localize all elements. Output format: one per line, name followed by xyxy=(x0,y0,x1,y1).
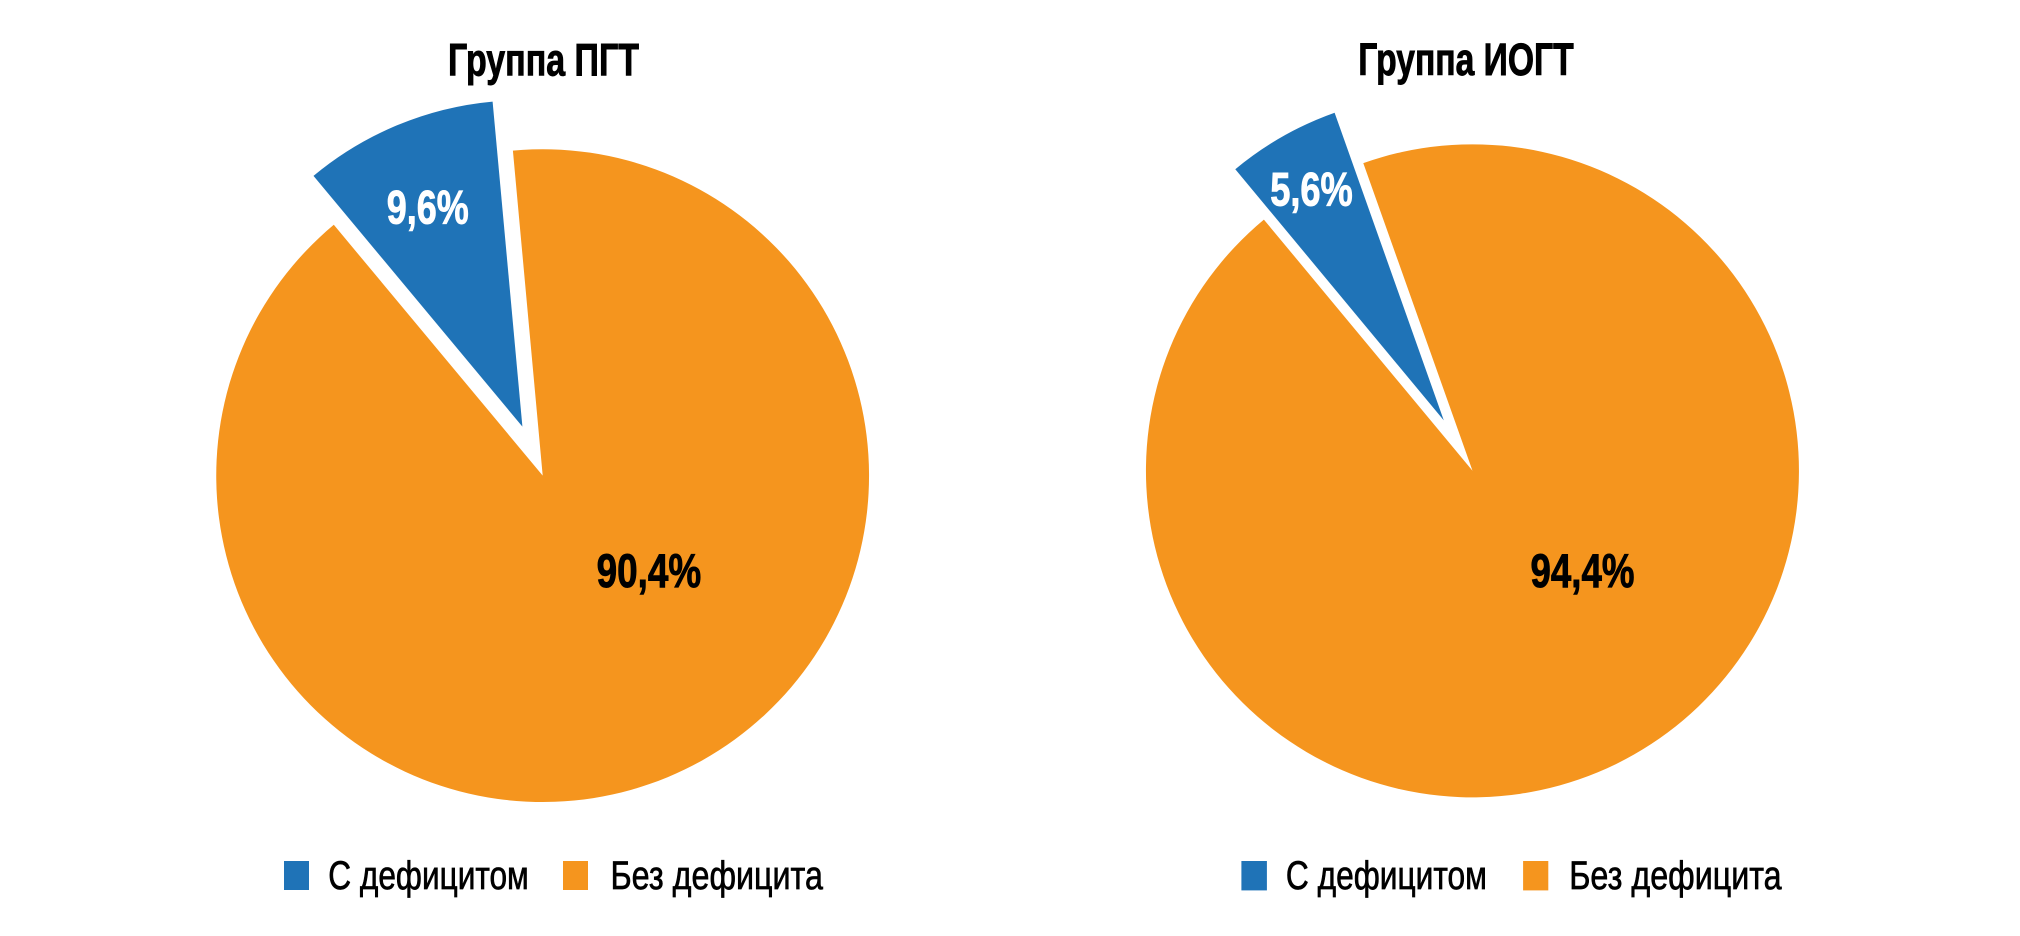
svg-text:Без дефицита: Без дефицита xyxy=(1569,854,1782,898)
svg-text:С дефицитом: С дефицитом xyxy=(1286,854,1487,898)
svg-text:90,4%: 90,4% xyxy=(597,544,702,597)
svg-text:94,4%: 94,4% xyxy=(1531,544,1635,597)
svg-text:5,6%: 5,6% xyxy=(1270,163,1353,216)
svg-text:Группа ПГТ: Группа ПГТ xyxy=(448,34,639,85)
svg-text:9,6%: 9,6% xyxy=(387,181,469,234)
svg-text:С дефицитом: С дефицитом xyxy=(328,854,529,898)
svg-text:Группа ИОГТ: Группа ИОГТ xyxy=(1358,34,1573,85)
svg-text:Без дефицита: Без дефицита xyxy=(611,854,824,898)
